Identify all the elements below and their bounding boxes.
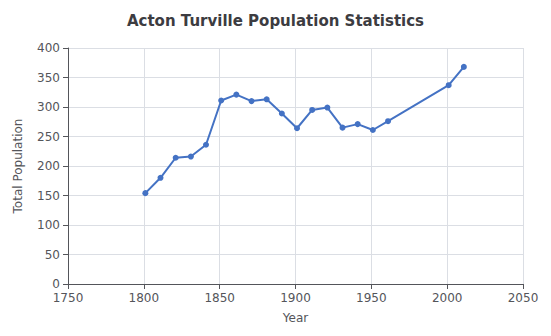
svg-text:2000: 2000	[432, 291, 463, 305]
svg-text:250: 250	[37, 130, 60, 144]
svg-text:0: 0	[52, 277, 60, 291]
svg-text:Acton Turville Population Stat: Acton Turville Population Statistics	[127, 12, 424, 30]
svg-text:350: 350	[37, 71, 60, 85]
svg-text:200: 200	[37, 159, 60, 173]
svg-text:1850: 1850	[204, 291, 235, 305]
svg-text:1900: 1900	[280, 291, 311, 305]
svg-text:150: 150	[37, 189, 60, 203]
svg-text:400: 400	[37, 41, 60, 55]
svg-text:2050: 2050	[508, 291, 539, 305]
svg-text:1950: 1950	[356, 291, 387, 305]
svg-text:300: 300	[37, 100, 60, 114]
svg-text:Year: Year	[282, 311, 308, 325]
svg-text:1800: 1800	[129, 291, 160, 305]
svg-text:100: 100	[37, 218, 60, 232]
svg-text:Total Population: Total Population	[11, 119, 25, 215]
svg-text:1750: 1750	[53, 291, 84, 305]
svg-text:50: 50	[45, 248, 60, 262]
